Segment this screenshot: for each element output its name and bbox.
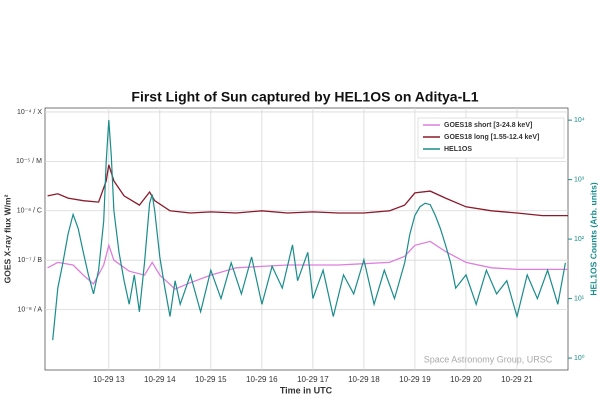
x-tick-label: 10-29 17 bbox=[297, 375, 329, 384]
y-tick-label: 10⁻⁵ / M bbox=[16, 158, 42, 165]
chart-title: First Light of Sun captured by HEL1OS on… bbox=[131, 89, 478, 105]
y2-axis-label: HEL1OS Counts (Arb. units) bbox=[588, 182, 598, 296]
y-tick-label: 10⁻⁴ / X bbox=[17, 109, 42, 116]
y-axis-label: GOES X-ray flux W/m² bbox=[2, 194, 12, 283]
x-tick-label: 10-29 20 bbox=[450, 375, 482, 384]
x-axis-label: Time in UTC bbox=[280, 385, 333, 395]
series-line bbox=[47, 164, 568, 217]
x-tick-label: 10-29 19 bbox=[399, 375, 431, 384]
series-line bbox=[52, 120, 566, 341]
y2-tick-label: 10⁴ bbox=[574, 117, 585, 124]
x-tick-label: 10-29 18 bbox=[348, 375, 380, 384]
y-tick-label: 10⁻⁷ / B bbox=[17, 257, 42, 264]
x-tick-label: 10-29 21 bbox=[501, 375, 533, 384]
y2-tick-label: 10² bbox=[574, 236, 585, 243]
x-tick-label: 10-29 13 bbox=[93, 375, 125, 384]
y-tick-label: 10⁻⁶ / C bbox=[17, 208, 42, 215]
legend-label: HEL1OS bbox=[444, 146, 472, 153]
legend-label: GOES18 long [1.55-12.4 keV] bbox=[444, 134, 539, 141]
x-tick-label: 10-29 16 bbox=[246, 375, 278, 384]
legend-label: GOES18 short [3-24.8 keV] bbox=[444, 122, 532, 129]
series-line bbox=[47, 240, 568, 290]
x-tick-label: 10-29 14 bbox=[144, 375, 176, 384]
y2-tick-label: 10⁰ bbox=[574, 354, 585, 362]
y2-tick-label: 10¹ bbox=[574, 295, 585, 302]
y2-tick-label: 10³ bbox=[574, 176, 585, 183]
y-tick-label: 10⁻⁸ / A bbox=[17, 306, 42, 313]
legend-box bbox=[417, 117, 565, 159]
x-tick-label: 10-29 15 bbox=[195, 375, 227, 384]
watermark: Space Astronomy Group, URSC bbox=[424, 354, 553, 364]
